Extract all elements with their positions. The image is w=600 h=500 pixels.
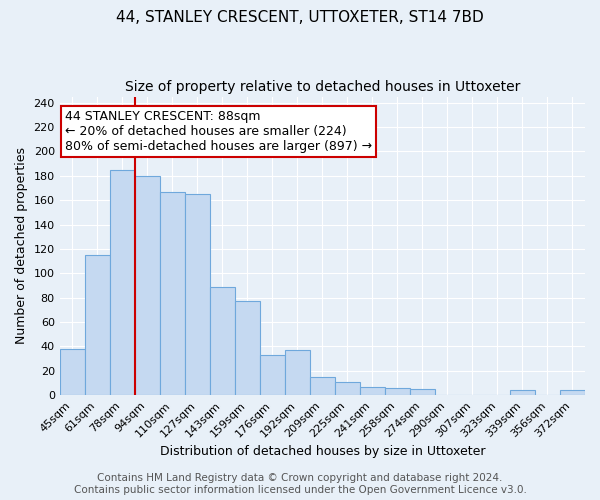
X-axis label: Distribution of detached houses by size in Uttoxeter: Distribution of detached houses by size … — [160, 444, 485, 458]
Bar — [410, 389, 435, 395]
Bar — [260, 355, 285, 395]
Bar — [85, 255, 110, 395]
Bar — [185, 194, 210, 395]
Text: 44 STANLEY CRESCENT: 88sqm
← 20% of detached houses are smaller (224)
80% of sem: 44 STANLEY CRESCENT: 88sqm ← 20% of deta… — [65, 110, 372, 153]
Bar — [160, 192, 185, 395]
Bar — [335, 382, 360, 395]
Bar — [560, 390, 585, 395]
Bar — [59, 349, 85, 395]
Bar — [110, 170, 135, 395]
Bar — [235, 302, 260, 395]
Bar — [360, 386, 385, 395]
Bar — [510, 390, 535, 395]
Text: 44, STANLEY CRESCENT, UTTOXETER, ST14 7BD: 44, STANLEY CRESCENT, UTTOXETER, ST14 7B… — [116, 10, 484, 25]
Title: Size of property relative to detached houses in Uttoxeter: Size of property relative to detached ho… — [125, 80, 520, 94]
Bar — [210, 286, 235, 395]
Bar — [385, 388, 410, 395]
Bar — [135, 176, 160, 395]
Y-axis label: Number of detached properties: Number of detached properties — [15, 148, 28, 344]
Text: Contains HM Land Registry data © Crown copyright and database right 2024.
Contai: Contains HM Land Registry data © Crown c… — [74, 474, 526, 495]
Bar — [285, 350, 310, 395]
Bar — [310, 377, 335, 395]
